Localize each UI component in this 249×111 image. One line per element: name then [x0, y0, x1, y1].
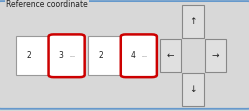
Text: ↓: ↓: [189, 85, 197, 94]
Bar: [183, 5, 204, 38]
Text: 4: 4: [131, 51, 136, 60]
FancyBboxPatch shape: [49, 34, 85, 77]
Bar: [183, 73, 204, 106]
Bar: [205, 39, 226, 72]
Text: ...: ...: [141, 53, 147, 58]
Text: Reference coordinate: Reference coordinate: [6, 0, 88, 10]
Text: 2: 2: [98, 51, 103, 60]
Bar: [88, 36, 152, 75]
FancyBboxPatch shape: [121, 34, 157, 77]
Text: 2: 2: [26, 51, 31, 60]
FancyBboxPatch shape: [0, 1, 249, 109]
Text: ↑: ↑: [189, 17, 197, 26]
Text: 3: 3: [59, 51, 63, 60]
Bar: [160, 39, 181, 72]
Text: ←: ←: [167, 51, 175, 60]
Text: →: →: [211, 51, 219, 60]
Bar: [16, 36, 80, 75]
Text: ...: ...: [69, 53, 75, 58]
